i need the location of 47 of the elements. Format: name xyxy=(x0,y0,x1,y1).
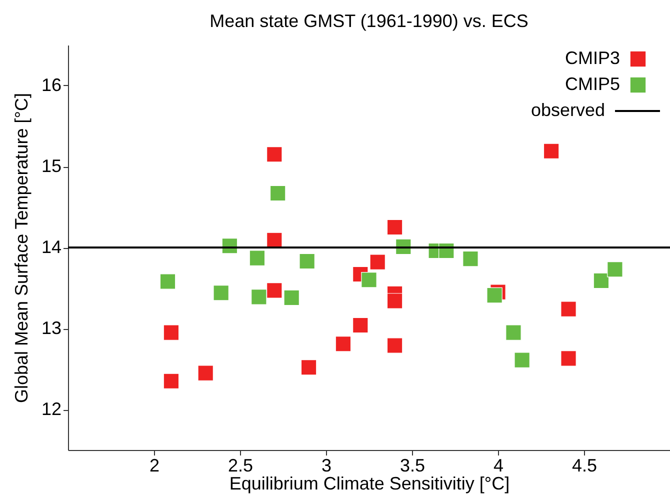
point xyxy=(299,253,315,270)
point xyxy=(266,146,282,162)
point xyxy=(251,289,267,305)
point xyxy=(386,293,403,309)
point xyxy=(266,232,282,248)
point xyxy=(266,282,282,298)
x-tick-label: 2.5 xyxy=(228,456,254,476)
point xyxy=(506,324,522,340)
point xyxy=(160,274,176,290)
point xyxy=(163,373,180,390)
point xyxy=(514,352,530,368)
point xyxy=(607,261,623,278)
x-tick-label: 4 xyxy=(493,456,504,476)
x-tick-label: 2 xyxy=(149,456,160,476)
point xyxy=(370,254,386,270)
point xyxy=(163,324,180,340)
x-tick-label: 3.5 xyxy=(400,456,426,476)
y-tick-label: 13 xyxy=(41,318,62,338)
point xyxy=(543,143,560,159)
point xyxy=(386,338,403,354)
y-axis-title: Global Mean Surface Temperature [°C] xyxy=(11,92,32,404)
point xyxy=(335,336,352,352)
x-axis-title: Equilibrium Climate Sensitivitiy [°C] xyxy=(229,474,510,494)
x-tick-label: 4.5 xyxy=(572,456,598,476)
point xyxy=(198,365,214,381)
point xyxy=(593,272,610,289)
point xyxy=(462,250,478,267)
point xyxy=(284,290,300,306)
legend-label: observed xyxy=(530,100,605,120)
point xyxy=(560,301,576,317)
x-tick-label: 3 xyxy=(321,456,332,476)
point xyxy=(486,287,502,304)
point xyxy=(560,350,576,366)
legend-label: CMIP5 xyxy=(564,74,620,94)
point xyxy=(300,359,317,376)
point xyxy=(352,317,368,334)
point xyxy=(386,219,403,236)
y-tick-label: 16 xyxy=(41,75,62,95)
legend-label: CMIP3 xyxy=(564,48,620,68)
point xyxy=(270,185,286,202)
y-tick-label: 14 xyxy=(41,237,62,257)
chart-title: Mean state GMST (1961-1990) vs. ECS xyxy=(210,11,528,31)
y-tick-label: 12 xyxy=(41,399,62,419)
point xyxy=(213,284,229,301)
point xyxy=(361,272,377,288)
point xyxy=(249,250,266,266)
y-tick-label: 15 xyxy=(41,156,62,176)
